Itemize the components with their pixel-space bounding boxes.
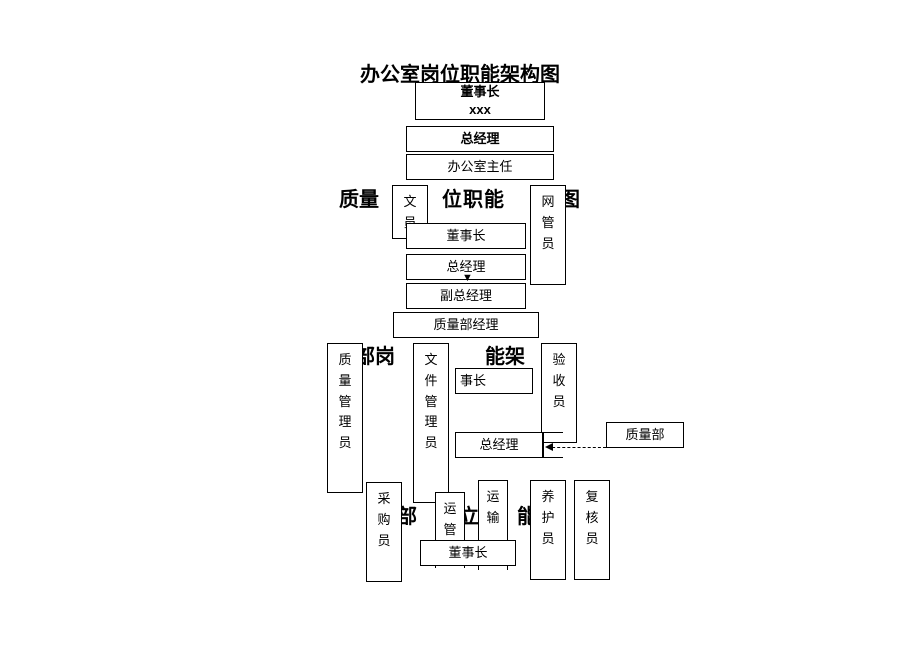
- na-c3: 员: [541, 234, 554, 255]
- pu-c1: 采: [377, 489, 390, 510]
- title-dept-right: 能架: [485, 340, 525, 369]
- box-reviewer: 复 核 员: [574, 480, 610, 580]
- box-quality-admin: 质 量 管 理 员: [327, 343, 363, 493]
- title-quality-mid: 位职能: [442, 183, 505, 212]
- tm-c2: 管: [443, 520, 456, 541]
- box-quality-dept: 质量部: [606, 422, 684, 448]
- na-c2: 管: [541, 213, 554, 234]
- box-chairman-1: 董事长 xxx: [415, 82, 545, 120]
- chairman1-line2: xxx: [469, 101, 491, 119]
- da-c1: 文: [424, 350, 437, 371]
- box-gm-3: 总经理: [455, 432, 543, 458]
- qa-c1: 质: [338, 350, 351, 371]
- in-c1: 验: [552, 350, 565, 371]
- box-doc-admin: 文 件 管 理 员: [413, 343, 449, 503]
- rv-c2: 核: [585, 508, 598, 529]
- mn-c3: 员: [541, 529, 554, 550]
- box-inspector: 验 收 员: [541, 343, 577, 443]
- qa-c3: 管: [338, 392, 351, 413]
- da-c3: 管: [424, 392, 437, 413]
- da-c5: 员: [424, 433, 437, 454]
- chairman1-line1: 董事长: [460, 83, 499, 101]
- in-c2: 收: [552, 371, 565, 392]
- box-quality-mgr: 质量部经理: [393, 312, 539, 338]
- box-chairman-2: 董事长: [406, 223, 526, 249]
- qa-c2: 量: [338, 371, 351, 392]
- box-purchaser: 采 购 员: [366, 482, 402, 582]
- rv-c1: 复: [585, 487, 598, 508]
- bracket-left: [543, 432, 563, 458]
- box-chairman-3: 事长: [455, 368, 533, 394]
- box-deputy-gm: 副总经理: [406, 283, 526, 309]
- pu-c3: 员: [377, 531, 390, 552]
- mn-c2: 护: [541, 508, 554, 529]
- box-gm-1: 总经理: [406, 126, 554, 152]
- tm-c1: 运: [443, 499, 456, 520]
- qa-c5: 员: [338, 433, 351, 454]
- na-c1: 网: [541, 192, 554, 213]
- box-office-director: 办公室主任: [406, 154, 554, 180]
- in-c3: 员: [552, 392, 565, 413]
- da-c2: 件: [424, 371, 437, 392]
- da-c4: 理: [424, 412, 437, 433]
- box-net-admin: 网 管 员: [530, 185, 566, 285]
- qa-c4: 理: [338, 412, 351, 433]
- box-maintainer: 养 护 员: [530, 480, 566, 580]
- clerk-c1: 文: [403, 192, 416, 213]
- mn-c1: 养: [541, 487, 554, 508]
- pu-c2: 购: [377, 510, 390, 531]
- tr-c2: 输: [486, 508, 499, 529]
- rv-c3: 员: [585, 529, 598, 550]
- tr-c1: 运: [486, 487, 499, 508]
- box-chairman-4: 董事长: [420, 540, 516, 566]
- title-quality-left: 质量: [339, 183, 379, 212]
